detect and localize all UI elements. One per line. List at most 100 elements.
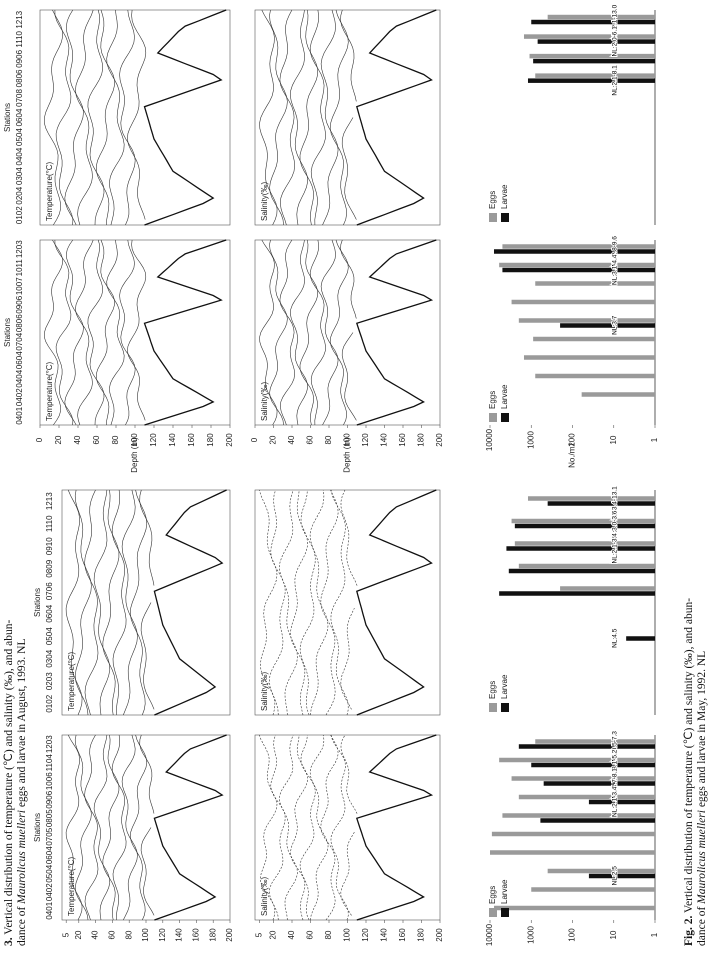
bar [491, 831, 655, 837]
section-frame [254, 734, 441, 921]
station-label: 0304 [15, 167, 24, 185]
sea-bottom [355, 734, 437, 921]
bar [535, 281, 655, 286]
bar [533, 58, 655, 64]
abundance-tick-label: 1 [650, 932, 659, 937]
depth-tick-label: 100 [343, 433, 352, 447]
bar [490, 850, 655, 855]
depth-tick-label: 0 [35, 437, 44, 442]
isoline [111, 734, 127, 921]
bar [529, 53, 655, 59]
isoline [93, 489, 111, 716]
isoline [299, 239, 318, 426]
station-label: 1110 [45, 515, 54, 532]
isoline [289, 9, 308, 226]
isoline [96, 9, 115, 226]
station-label: 0906 [45, 790, 54, 808]
abundance-tick-label: 10000 [485, 428, 494, 451]
abundance-tick-label: 10000 [485, 923, 494, 946]
bar [537, 39, 655, 44]
caption-line: 3. Vertical distribution of temperature … [3, 620, 15, 946]
bar-annotation: NL:3.1-5.2 [612, 749, 619, 780]
station-label: 1203 [45, 735, 54, 753]
station-label: 0706 [45, 582, 54, 600]
depth-tick-label: 120 [361, 433, 370, 447]
depth-tick-label: 20 [269, 930, 278, 939]
legend-swatch [489, 908, 497, 917]
legend-label: Larvae [500, 879, 509, 904]
bar [588, 873, 655, 879]
depth-tick-label: 160 [187, 433, 196, 447]
depth-tick-label: 160 [398, 433, 407, 447]
bar [511, 776, 655, 781]
isoline [119, 239, 136, 426]
abundance-axis-label: No./m2 [568, 442, 577, 468]
depth-axis-label: Depth (m) [343, 437, 352, 473]
depth-tick-label: 200 [435, 433, 444, 447]
isoline [299, 489, 316, 716]
bar [511, 299, 655, 305]
depth-tick-label: 40 [91, 930, 100, 939]
depth-tick-label: 40 [287, 435, 296, 444]
depth-tick-label: 160 [192, 928, 201, 942]
abundance-tick-label: 100 [568, 433, 577, 447]
bar [547, 501, 655, 506]
bar [540, 818, 655, 823]
station-label: 0805 [45, 809, 54, 827]
section-frame [254, 489, 441, 716]
isoline [269, 239, 288, 426]
bar [508, 568, 655, 574]
section-label: Salinity(‰) [260, 877, 269, 916]
caption-text: Vertical distribution of temperature (℃)… [683, 598, 695, 916]
isoline [127, 239, 147, 421]
station-label: 1011 [15, 259, 24, 277]
station-label: 0401 [45, 901, 54, 919]
bar [531, 762, 655, 768]
depth-tick-label: 120 [149, 433, 158, 447]
isoline [330, 734, 349, 921]
station-label: 0203 [45, 672, 54, 690]
station-label: 0504 [45, 864, 54, 882]
section-label: Salinity(‰) [260, 672, 269, 711]
depth-tick-label: 120 [158, 928, 167, 942]
depth-tick-label: 60 [92, 435, 101, 444]
isoline [279, 734, 298, 921]
caption-label: Fig. 2. [683, 916, 695, 946]
isoline [329, 239, 349, 426]
depth-tick-label: 80 [324, 930, 333, 939]
section-frame [39, 9, 231, 226]
bar-annotation: NL:2.1-3.4 [612, 786, 619, 817]
legend-swatch [501, 413, 509, 422]
isoline [84, 734, 99, 921]
section-label: Temperature(°C) [67, 856, 76, 916]
isoline [75, 9, 94, 226]
isoline [84, 489, 99, 716]
isoline [279, 9, 296, 226]
bar [527, 78, 655, 83]
isoline [64, 9, 84, 226]
bar-annotation: NL:2.5 [612, 866, 619, 886]
station-label: 0604 [15, 108, 24, 126]
isoline [340, 734, 358, 916]
stations-title: Stations [3, 318, 12, 347]
station-label: 0806 [15, 69, 24, 87]
isoline [259, 9, 278, 226]
depth-tick-label: 200 [225, 433, 234, 447]
depth-tick-label: 40 [287, 930, 296, 939]
isoline [309, 9, 326, 226]
station-label: 0604 [45, 846, 54, 864]
sea-bottom [143, 239, 227, 426]
station-label: 0504 [15, 128, 24, 146]
station-label: 0204 [15, 186, 24, 204]
depth-tick-label: 200 [435, 928, 444, 942]
bar-annotation: NL:2.8-9.6 [612, 236, 619, 267]
station-label: 1007 [15, 277, 24, 295]
section-label: Temperature(°C) [67, 651, 76, 711]
bar [514, 523, 655, 529]
bar-annotation: NL:3.1-4.4 [612, 254, 619, 285]
bar-annotation: NL:3.7 [612, 315, 619, 335]
legend-label: Larvae [500, 384, 509, 409]
isoline [64, 239, 84, 426]
legend-swatch [489, 413, 497, 422]
isoline [329, 9, 349, 226]
